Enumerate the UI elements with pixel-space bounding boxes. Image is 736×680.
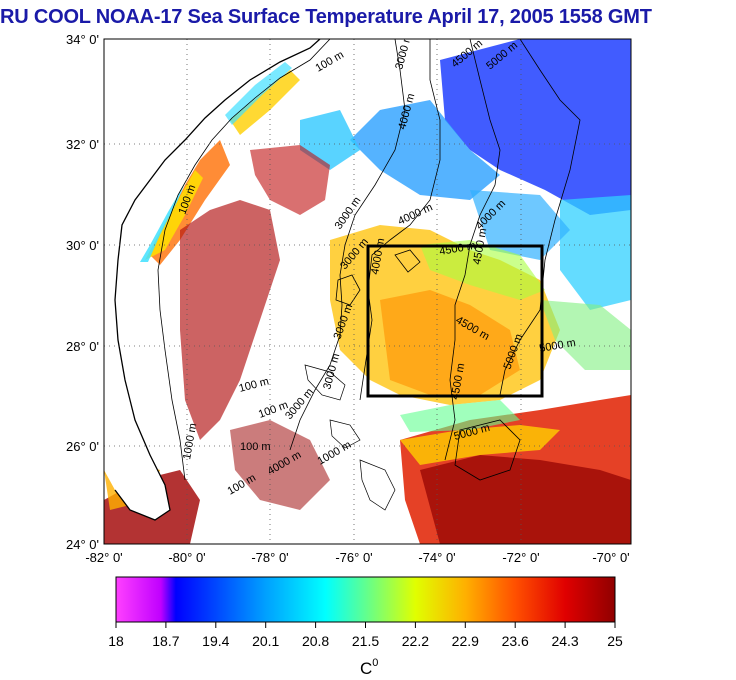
bathymetry-contours	[157, 39, 581, 481]
colorbar-ticks: 18 18.7 19.4 20.1 20.8 21.5 22.2 22.9 23.6 24.3 25	[108, 622, 623, 649]
colorbar-unit-superscript: 0	[372, 657, 378, 669]
colorbar-tick-label: 22.2	[402, 633, 429, 649]
lat-label-34: 34° 0'	[66, 32, 99, 47]
lat-label-26: 26° 0'	[66, 439, 99, 454]
lat-label-24: 24° 0'	[66, 537, 99, 552]
lon-label-78: -78° 0'	[251, 550, 288, 565]
colorbar: 18 18.7 19.4 20.1 20.8 21.5 22.2 22.9 23.6 24.3 25…	[108, 576, 623, 678]
colorbar-gradient	[115, 576, 616, 623]
coastline	[114, 39, 321, 521]
colorbar-tick-label: 20.8	[302, 633, 329, 649]
lat-label-28: 28° 0'	[66, 339, 99, 354]
lon-label-72: -72° 0'	[502, 550, 539, 565]
colorbar-tick-label: 18	[108, 633, 124, 649]
longitude-labels: -82° 0' -80° 0' -78° 0' -76° 0' -74° 0' …	[85, 550, 629, 565]
colorbar-tick-label: 18.7	[152, 633, 179, 649]
map-title: RU COOL NOAA-17 Sea Surface Temperature …	[0, 6, 652, 28]
colorbar-tick-label: 25	[607, 633, 623, 649]
lon-label-74: -74° 0'	[418, 550, 455, 565]
colorbar-tick-label: 20.1	[252, 633, 279, 649]
colorbar-unit-label: C0	[360, 657, 378, 678]
lon-label-80: -80° 0'	[168, 550, 205, 565]
lon-label-82: -82° 0'	[85, 550, 122, 565]
lon-label-70: -70° 0'	[592, 550, 629, 565]
colorbar-tick-label: 19.4	[202, 633, 229, 649]
map-frame	[103, 38, 632, 545]
contour-label: 100 m	[240, 441, 271, 453]
graticule	[104, 39, 631, 544]
colorbar-tick-label: 23.6	[502, 633, 529, 649]
sst-field	[104, 39, 631, 544]
study-area-box	[366, 244, 544, 398]
colorbar-tick-label: 24.3	[551, 633, 578, 649]
lat-label-32: 32° 0'	[66, 137, 99, 152]
lat-label-30: 30° 0'	[66, 238, 99, 253]
latitude-labels: 34° 0' 32° 0' 30° 0' 28° 0' 26° 0' 24° 0…	[66, 32, 99, 552]
colorbar-tick-label: 21.5	[352, 633, 379, 649]
land	[104, 39, 396, 520]
lon-label-76: -76° 0'	[335, 550, 372, 565]
colorbar-tick-label: 22.9	[452, 633, 479, 649]
